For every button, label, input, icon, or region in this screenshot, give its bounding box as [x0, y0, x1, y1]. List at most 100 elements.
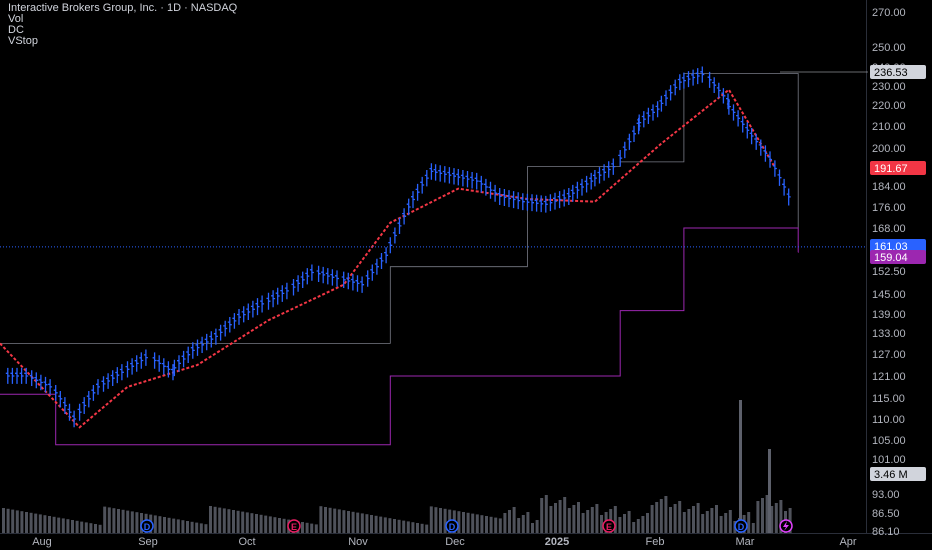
volume-bar: [153, 515, 157, 533]
volume-bar: [301, 522, 304, 533]
ohlc-bar: [580, 178, 584, 196]
ohlc-bar: [309, 264, 314, 281]
high-badge-bg: [870, 65, 926, 79]
ohlc-bar: [227, 317, 232, 333]
ohlc-bar: [91, 385, 96, 401]
ohlc-bar: [300, 271, 305, 288]
volume-bar: [756, 501, 760, 533]
ohlc-bar: [483, 178, 488, 196]
volume-bar: [213, 506, 217, 533]
indicator-vol[interactable]: Vol: [8, 13, 24, 25]
volume-bar: [328, 507, 332, 533]
ohlc-bar: [402, 208, 407, 225]
indicator-dc[interactable]: DC: [8, 24, 24, 36]
ohlc-bar: [502, 189, 507, 206]
ohlc-bar: [511, 191, 516, 209]
event-marker[interactable]: D: [734, 519, 748, 533]
close-badge-bg: [870, 239, 926, 253]
volume-bar: [406, 521, 410, 533]
price-axis: 270.00250.00240.00230.00220.00210.00200.…: [872, 7, 906, 538]
volume-bar: [80, 521, 84, 533]
ohlc-bar: [110, 370, 115, 386]
ohlc-bar: [305, 268, 310, 285]
ohlc-bar: [190, 342, 195, 359]
ohlc-bar: [673, 79, 678, 96]
volume-bar: [710, 508, 714, 533]
price-axis-tick: 105.00: [872, 435, 906, 447]
ohlc-bar: [355, 275, 360, 292]
ohlc-bar: [186, 346, 191, 363]
price-axis-tick: 210.00: [872, 121, 906, 133]
volume-bar: [554, 503, 557, 533]
ohlc-bar: [157, 355, 162, 372]
ohlc-bar: [488, 181, 493, 199]
volume-bar: [112, 508, 116, 533]
ohlc-bar: [350, 274, 355, 291]
volume-bar: [236, 510, 240, 533]
ohlc-bar: [58, 391, 63, 408]
time-axis-tick: Sep: [138, 536, 158, 548]
ohlc-bar: [731, 104, 736, 121]
ohlc-bar: [209, 331, 214, 348]
volume-bar: [15, 510, 19, 533]
event-marker[interactable]: E: [602, 519, 616, 533]
ohlc-bar: [668, 85, 673, 101]
vstop-line: [0, 88, 776, 429]
ohlc-bar: [255, 298, 260, 316]
ohlc-bar: [622, 141, 627, 159]
vstop-badge-bg: [870, 161, 926, 175]
ohlc-bar: [641, 111, 646, 128]
volume-bar: [613, 506, 617, 533]
volume-bar: [2, 508, 5, 533]
price-axis-tick: 176.00: [872, 202, 906, 214]
volume-bar: [98, 524, 102, 533]
volume-bar: [678, 501, 682, 533]
volume-bar: [172, 518, 176, 533]
volume-bar: [724, 513, 728, 533]
ohlc-bar: [213, 328, 218, 345]
ohlc-bar: [125, 361, 130, 378]
price-axis-tick: 121.00: [872, 371, 906, 383]
volume-bar: [687, 509, 691, 533]
event-marker[interactable]: E: [287, 519, 301, 533]
volume-bar: [342, 510, 346, 533]
price-axis-tick: 101.00: [872, 454, 906, 466]
volume-bar: [765, 495, 769, 533]
ohlc-bar: [411, 191, 415, 209]
ohlc-bar: [726, 98, 731, 115]
time-axis-tick: Dec: [445, 536, 465, 548]
ohlc-bar: [497, 188, 502, 205]
volume-bar: [411, 522, 415, 533]
volume-bar: [61, 518, 65, 533]
volume-bar: [632, 522, 636, 533]
ohlc-bar: [152, 352, 157, 369]
time-axis-tick: Oct: [238, 536, 255, 548]
ohlc-bar: [130, 358, 135, 375]
indicator-vstop[interactable]: VStop: [8, 35, 38, 47]
volume-bar: [158, 516, 162, 533]
volume-bar: [117, 509, 120, 533]
event-marker[interactable]: D: [140, 519, 154, 533]
ohlc-bar: [335, 270, 339, 287]
volume-bar: [135, 512, 139, 533]
volume-bar: [282, 518, 286, 533]
volume-bar: [659, 499, 663, 533]
ohlc-bar: [493, 184, 498, 202]
volume-bar: [195, 522, 199, 533]
volume-bar: [728, 510, 732, 533]
ohlc-bar: [384, 247, 389, 264]
volume-bar: [324, 507, 327, 533]
ohlc-bar: [392, 227, 397, 244]
event-marker[interactable]: D: [445, 519, 459, 533]
ohlc-bar: [161, 358, 166, 375]
volume-bar: [475, 514, 479, 533]
ohlc-bar: [38, 374, 43, 391]
volume-bar: [319, 506, 323, 533]
ohlc-bar: [768, 151, 772, 168]
price-axis-tick: 115.00: [872, 393, 905, 405]
ohlc-bar: [341, 271, 346, 288]
ohlc-bar: [525, 193, 530, 211]
volume-bar: [94, 524, 97, 533]
volume-bar: [337, 509, 341, 533]
